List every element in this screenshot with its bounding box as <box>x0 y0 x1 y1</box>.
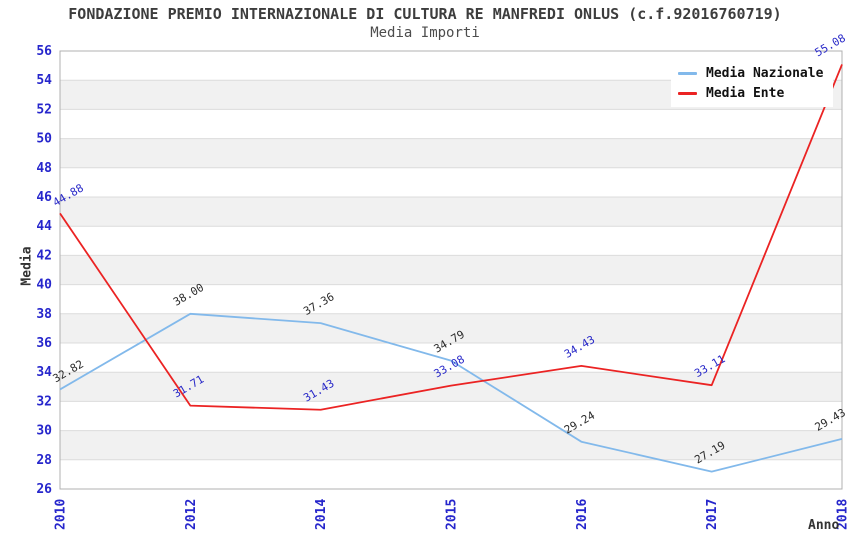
svg-text:2018: 2018 <box>836 499 850 530</box>
svg-text:52: 52 <box>36 102 52 117</box>
x-tick-labels: 2010 2012 2014 2015 2016 2017 2018 <box>54 499 850 530</box>
series-line-1 <box>59 64 843 411</box>
svg-text:50: 50 <box>36 132 52 147</box>
legend-item-media-nazionale: Media Nazionale <box>678 66 823 81</box>
svg-text:2014: 2014 <box>314 499 329 530</box>
svg-text:56: 56 <box>36 44 52 59</box>
chart-subtitle: Media Importi <box>370 25 480 41</box>
svg-text:38: 38 <box>36 307 52 322</box>
svg-text:44: 44 <box>36 219 52 234</box>
svg-text:32: 32 <box>36 394 52 409</box>
svg-text:42: 42 <box>36 248 52 263</box>
legend-label: Media Nazionale <box>706 66 824 81</box>
svg-text:40: 40 <box>36 278 52 293</box>
svg-text:46: 46 <box>36 190 52 205</box>
svg-text:2015: 2015 <box>445 499 460 530</box>
svg-text:26: 26 <box>36 482 52 497</box>
svg-text:30: 30 <box>36 424 52 439</box>
series-line-0 <box>59 312 843 473</box>
svg-text:54: 54 <box>36 73 52 88</box>
svg-text:2010: 2010 <box>54 499 69 530</box>
svg-text:2012: 2012 <box>184 499 199 530</box>
legend-swatch-media-ente <box>678 92 697 95</box>
svg-text:2016: 2016 <box>575 499 590 530</box>
x-axis-title: Anno <box>808 518 840 533</box>
chart-legend: Media Nazionale Media Ente <box>671 61 834 107</box>
y-axis-title: Media <box>19 246 35 286</box>
plot-bands <box>60 51 842 489</box>
y-tick-labels: 26 28 30 32 34 36 38 40 42 44 46 48 50 52 54 56 <box>36 44 52 497</box>
chart-title: FONDAZIONE PREMIO INTERNAZIONALE DI CULT… <box>68 5 782 23</box>
svg-text:28: 28 <box>36 453 52 468</box>
legend-label: Media Ente <box>706 86 785 101</box>
svg-text:36: 36 <box>36 336 52 351</box>
legend-swatch-media-nazionale <box>678 72 697 75</box>
svg-text:34: 34 <box>36 365 52 380</box>
svg-text:2017: 2017 <box>705 499 720 530</box>
svg-text:48: 48 <box>36 161 52 176</box>
legend-item-media-ente: Media Ente <box>678 86 823 101</box>
plot-border <box>59 50 843 490</box>
